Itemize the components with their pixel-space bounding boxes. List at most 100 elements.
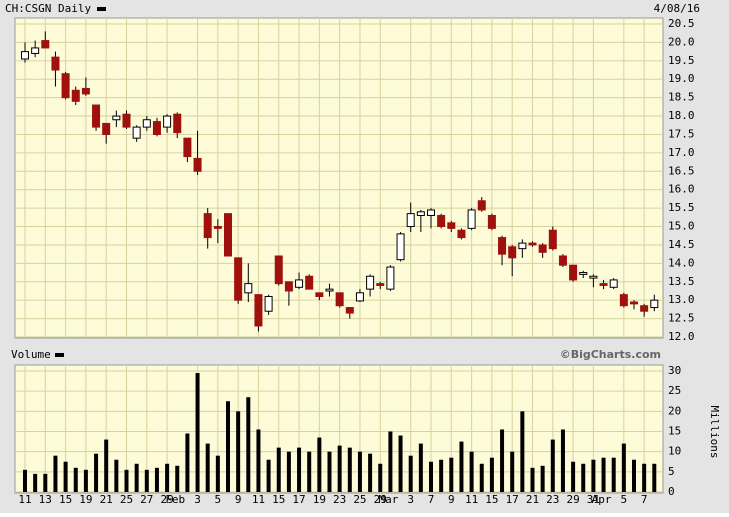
volume-bar: [0, 347, 729, 363]
x-tick-label: 19: [79, 493, 92, 506]
y-tick-label: 20.5: [668, 17, 695, 30]
candle-body: [244, 283, 253, 294]
candle-body: [61, 73, 70, 99]
y-tick-label: 15: [668, 425, 681, 438]
volume-bar: [246, 397, 251, 492]
volume-bar: [104, 439, 109, 492]
x-tick-label: 13: [39, 493, 52, 506]
volume-bar: [500, 429, 505, 492]
volume-bar: [621, 443, 626, 492]
y-tick-label: 0: [668, 485, 675, 498]
volume-bar: [418, 443, 423, 492]
candle-body: [325, 288, 334, 292]
x-tick-label: 11: [18, 493, 31, 506]
x-tick-label: 3: [407, 493, 414, 506]
y-tick-label: 19.5: [668, 54, 695, 67]
x-tick-label: 17: [506, 493, 519, 506]
candle-body: [467, 209, 476, 229]
candle-body: [548, 229, 557, 250]
volume-title: Volume: [11, 348, 51, 361]
candle-body: [518, 242, 527, 250]
volume-bar: [43, 473, 48, 492]
y-tick-label: 12.0: [668, 330, 695, 343]
y-tick-label: 10: [668, 445, 681, 458]
volume-bar: [276, 447, 281, 492]
chart-title: CH:CSGN Daily: [5, 2, 91, 15]
candle-body: [538, 244, 547, 253]
month-label: Apr: [592, 493, 612, 506]
candle-body: [305, 275, 314, 290]
x-tick-label: 11: [465, 493, 478, 506]
x-tick-label: 15: [272, 493, 285, 506]
volume-bar: [479, 463, 484, 492]
volume-bar: [642, 463, 647, 492]
candle-body: [619, 294, 628, 307]
volume-bar: [459, 441, 464, 492]
volume-bar: [337, 445, 342, 492]
candle-body: [437, 214, 446, 228]
x-tick-label: 27: [140, 493, 153, 506]
candle-body: [315, 292, 324, 297]
month-label: Feb: [165, 493, 185, 506]
candle-body: [589, 275, 598, 279]
x-tick-label: 25: [353, 493, 366, 506]
x-tick-label: 23: [546, 493, 559, 506]
volume-bar: [53, 455, 58, 492]
y-tick-label: 15.5: [668, 201, 695, 214]
volume-bar: [581, 463, 586, 492]
volume-bar: [256, 429, 261, 492]
y-tick-label: 18.0: [668, 109, 695, 122]
month-label: Mar: [378, 493, 398, 506]
candle-body: [284, 281, 293, 292]
y-tick-label: 16.0: [668, 183, 695, 196]
candle-body: [51, 56, 60, 71]
legend-swatch: [97, 7, 106, 11]
volume-bar: [327, 451, 332, 492]
volume-bar: [632, 459, 636, 492]
volume-bar: [388, 431, 393, 492]
candle-body: [193, 157, 202, 172]
volume-bar: [398, 435, 403, 492]
candle-body: [274, 255, 283, 285]
volume-bar: [185, 433, 190, 492]
y-tick-label: 5: [668, 465, 675, 478]
volume-bar: [134, 463, 139, 492]
y-tick-label: 30: [668, 364, 681, 377]
volume-bar: [23, 469, 27, 492]
volume-bar: [439, 459, 444, 492]
volume-bar: [571, 461, 576, 492]
volume-bar: [540, 465, 545, 492]
candle-body: [376, 283, 385, 286]
candle-body: [396, 233, 405, 261]
candle-body: [102, 122, 111, 135]
candle-body: [477, 200, 486, 211]
y-axis-label: Millions: [708, 406, 721, 459]
y-tick-label: 12.5: [668, 312, 695, 325]
candle-body: [498, 237, 507, 255]
volume-bar: [266, 459, 271, 492]
candle-body: [234, 257, 243, 301]
candle-body: [203, 213, 212, 239]
volume-bar: [429, 461, 433, 492]
volume-bar: [73, 467, 78, 492]
x-tick-label: 9: [235, 493, 242, 506]
price-plot: [14, 17, 664, 339]
volume-bar: [286, 451, 291, 492]
candle-body: [640, 305, 649, 312]
candle-body: [122, 113, 131, 128]
volume-bar: [611, 457, 616, 492]
volume-bar: [124, 469, 129, 492]
legend-swatch: [55, 353, 64, 357]
x-tick-label: 17: [292, 493, 305, 506]
x-tick-label: 11: [252, 493, 265, 506]
y-tick-label: 20: [668, 404, 681, 417]
candle-body: [183, 137, 192, 158]
volume-bar: [297, 447, 302, 492]
volume-bar: [307, 451, 312, 492]
x-tick-label: 5: [621, 493, 628, 506]
volume-bar: [408, 455, 413, 492]
candle-body: [71, 89, 80, 102]
volume-bar: [215, 455, 220, 492]
candle-body: [173, 113, 182, 134]
